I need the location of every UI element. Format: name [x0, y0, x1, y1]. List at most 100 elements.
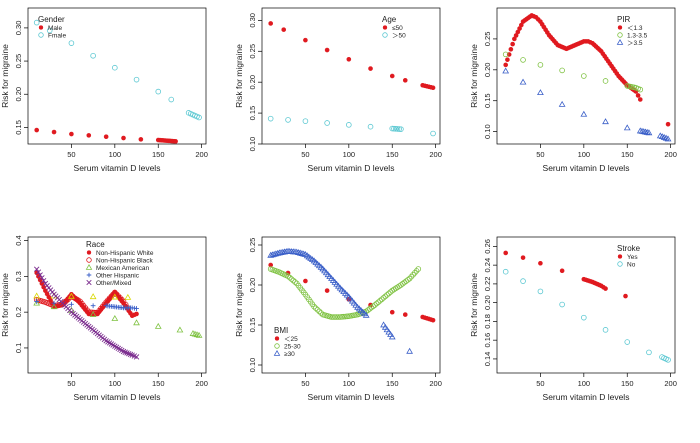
legend-label: ＞50 — [392, 33, 406, 40]
data-point — [519, 78, 527, 85]
y-tick-label: 0.10 — [483, 124, 492, 139]
legend-label: Non-Hispanic Black — [96, 258, 153, 265]
x-tick-label: 200 — [195, 150, 208, 159]
data-point — [106, 295, 113, 302]
y-tick-label: 0.20 — [14, 87, 23, 102]
y-tick-label: 0.25 — [14, 54, 23, 69]
data-point — [402, 312, 408, 317]
data-point — [405, 277, 411, 283]
data-point — [520, 278, 526, 284]
data-point — [285, 117, 291, 123]
data-point — [502, 67, 510, 74]
data-point — [65, 296, 71, 303]
y-tick-label: 0.3 — [14, 271, 23, 281]
legend-marker — [617, 261, 623, 267]
data-point — [502, 51, 509, 58]
data-point — [90, 303, 96, 309]
data-point — [665, 357, 671, 363]
x-tick-label: 50 — [67, 150, 75, 159]
y-tick-label: 0.2 — [14, 307, 23, 317]
x-tick-label: 100 — [343, 379, 356, 388]
data-point — [408, 273, 415, 280]
data-point — [89, 311, 97, 317]
data-point — [124, 293, 132, 300]
data-point — [268, 262, 273, 268]
data-point — [155, 88, 162, 95]
x-tick-label: 50 — [536, 150, 544, 159]
data-point — [90, 52, 96, 59]
data-point — [380, 294, 387, 301]
data-point — [664, 135, 672, 142]
data-point — [375, 299, 382, 305]
data-point — [134, 306, 139, 311]
y-tick-label: 0.16 — [483, 333, 492, 348]
x-tick-label: 150 — [621, 379, 634, 388]
data-point — [303, 278, 308, 284]
data-point — [602, 327, 609, 333]
legend-label: No — [627, 262, 636, 269]
data-point — [623, 124, 631, 131]
data-point — [559, 301, 565, 308]
data-point — [337, 314, 343, 320]
data-point — [311, 303, 317, 310]
y-axis-title: Risk for migraine — [234, 44, 244, 108]
data-point — [133, 319, 140, 326]
legend-marker — [86, 272, 92, 278]
plot-frame — [261, 7, 441, 145]
x-axis-title: Serum vitamin D levels — [543, 163, 630, 173]
data-point — [510, 41, 515, 47]
legend-marker — [617, 25, 623, 30]
x-tick-label: 150 — [152, 379, 165, 388]
data-point — [396, 126, 402, 132]
data-point — [66, 294, 73, 301]
legend-label: 1.3-3.5 — [627, 33, 648, 40]
y-axis-title: Risk for migraine — [234, 273, 244, 337]
data-point — [391, 125, 397, 132]
data-point — [346, 57, 352, 62]
series-fmale — [33, 19, 202, 121]
plot-frame — [496, 7, 676, 145]
y-tick-label: 0.15 — [483, 93, 492, 108]
x-tick-label: 100 — [109, 150, 122, 159]
data-point — [68, 40, 75, 46]
data-point — [645, 129, 653, 136]
data-point — [118, 296, 125, 303]
data-point — [51, 300, 57, 306]
y-tick-label: 0.4 — [14, 235, 23, 245]
data-point — [314, 306, 321, 313]
data-point — [385, 290, 392, 297]
legend: PIR＜1.31.3-3.5＞3.5 — [616, 15, 648, 47]
data-point — [103, 134, 109, 139]
data-point — [122, 349, 128, 355]
data-point — [520, 57, 526, 63]
series-other-hispanic — [34, 299, 139, 311]
legend-label: Yes — [627, 254, 638, 261]
x-axis-title: Serum vitamin D levels — [308, 392, 395, 402]
chart-panel-gender: 50 100 150 200 0.15 0.20 0.25 0.30 Serum vitamin… — [0, 7, 208, 173]
data-point — [69, 301, 74, 307]
data-point — [196, 114, 202, 121]
legend-marker — [274, 336, 280, 341]
y-tick-label: 0.15 — [14, 120, 23, 135]
legend-marker — [616, 38, 624, 45]
legend-title: Stroke — [617, 244, 641, 253]
data-point — [602, 118, 609, 125]
data-point — [316, 308, 323, 315]
data-point — [324, 288, 330, 293]
data-point — [508, 47, 514, 52]
data-point — [559, 268, 565, 274]
data-point — [388, 333, 396, 340]
data-point — [302, 118, 309, 124]
data-point — [412, 270, 418, 276]
y-tick-label: 0.20 — [248, 75, 257, 90]
data-point — [394, 126, 401, 132]
data-point — [281, 27, 286, 32]
data-point — [340, 313, 347, 320]
data-point — [68, 292, 75, 299]
data-point — [637, 97, 643, 102]
legend-marker — [273, 349, 281, 356]
y-axis-title: Risk for migraine — [0, 273, 10, 337]
data-point — [370, 303, 376, 310]
y-axis-title: Risk for migraine — [469, 44, 479, 108]
